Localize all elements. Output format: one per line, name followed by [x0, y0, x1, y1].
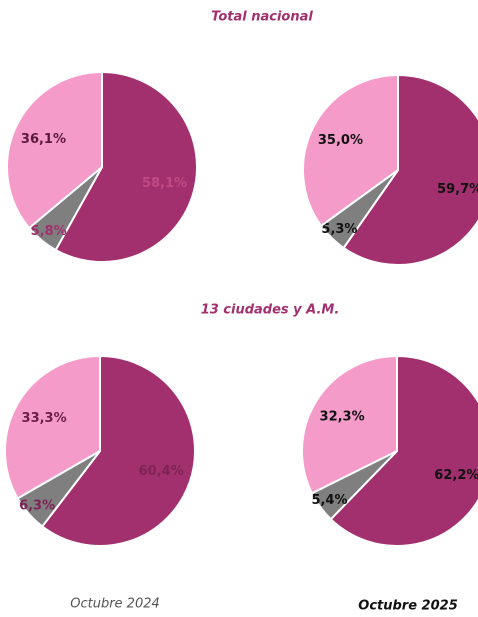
slice-label: 33,3% — [22, 411, 67, 426]
slice-label: 59,7% — [437, 182, 478, 197]
row-title: 13 ciudades y A.M. — [201, 303, 340, 318]
pie-slice — [301, 354, 398, 495]
slice-label: 5,8% — [31, 224, 67, 239]
pie-slice — [6, 70, 103, 230]
slice-label: 32,3% — [320, 409, 365, 424]
pie-slice — [54, 70, 198, 263]
slice-label: 58,1% — [142, 176, 187, 191]
slice-label: 5,4% — [311, 493, 347, 508]
pie-slice — [40, 354, 196, 547]
slice-label: 35,0% — [318, 133, 363, 148]
slice-label: 5,3% — [321, 222, 357, 237]
column-title: Octubre 2025 — [358, 599, 457, 614]
slice-label: 62,2% — [434, 468, 478, 483]
row-title: Total nacional — [211, 10, 313, 25]
slice-label: 6,3% — [19, 499, 55, 514]
pie-slice — [329, 354, 478, 547]
pie-slice — [342, 73, 478, 266]
column-title: Octubre 2024 — [70, 597, 160, 612]
slice-label: 60,4% — [139, 464, 184, 479]
slice-label: 36,1% — [21, 132, 66, 147]
pie-slice — [302, 73, 399, 228]
pie-slice — [4, 354, 101, 500]
